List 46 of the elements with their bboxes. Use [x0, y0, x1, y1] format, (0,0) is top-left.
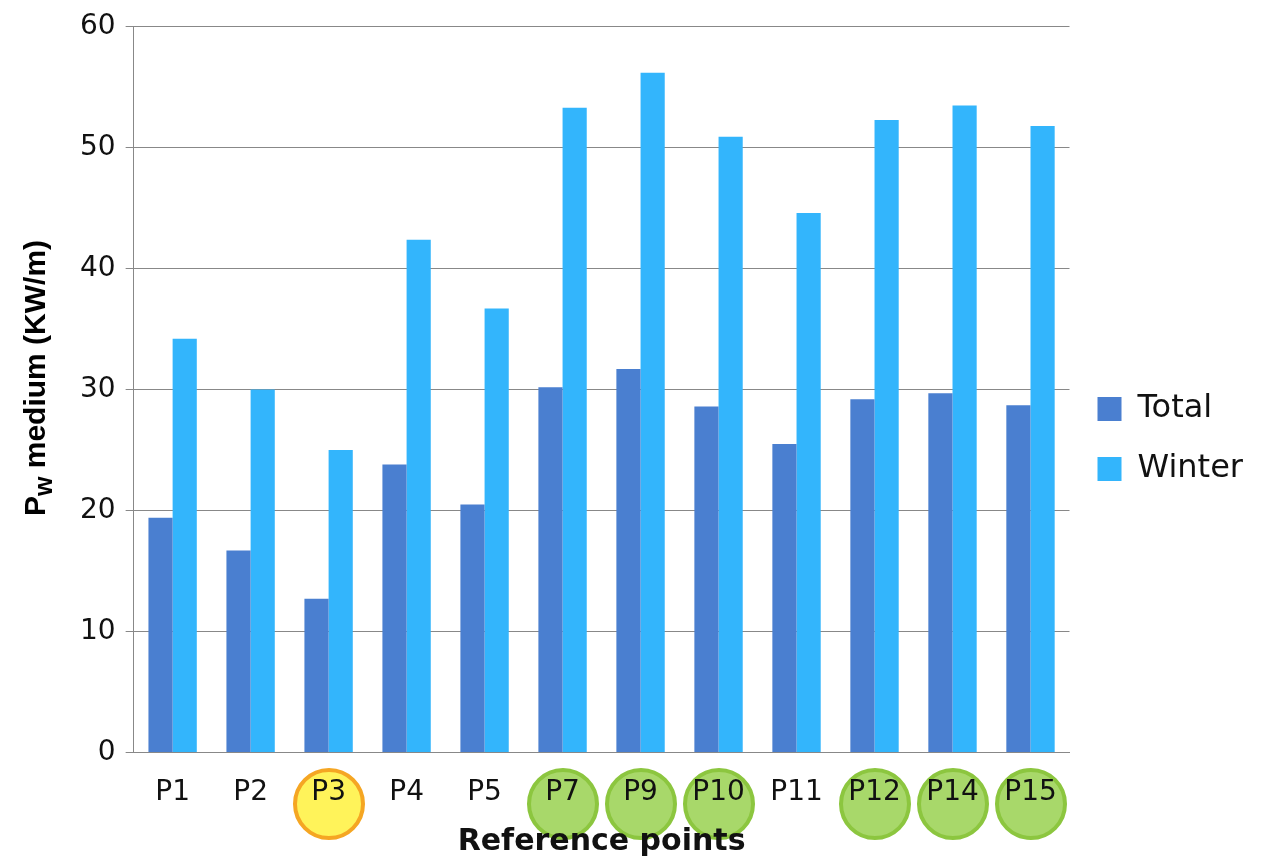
bar — [460, 504, 485, 752]
y-tick-label: 30 — [79, 370, 116, 404]
x-tick-label: P2 — [233, 774, 268, 808]
y-tick-label: 50 — [79, 129, 116, 163]
x-tick-label: P10 — [692, 774, 745, 808]
bar — [850, 399, 875, 752]
bar — [796, 213, 821, 752]
y-tick-label: 60 — [79, 8, 116, 42]
bar — [250, 389, 275, 752]
x-tick-label: P15 — [1004, 774, 1057, 808]
bar — [718, 136, 743, 752]
x-tick-label: P5 — [467, 774, 502, 808]
bar — [382, 464, 407, 752]
y-tick-label: 40 — [79, 249, 116, 283]
y-tick-label: 10 — [79, 612, 116, 646]
bar — [1006, 405, 1031, 752]
legend-label: Winter — [1137, 447, 1244, 486]
bar — [952, 105, 977, 752]
bar — [304, 598, 329, 752]
bar — [874, 119, 899, 752]
bar — [538, 387, 563, 752]
bar — [694, 406, 719, 752]
x-tick-label: P14 — [926, 774, 979, 808]
bar — [484, 308, 509, 752]
bar — [928, 393, 953, 752]
bar — [772, 444, 797, 752]
bar — [616, 369, 641, 752]
bar — [562, 107, 587, 752]
x-tick-label: P12 — [848, 774, 901, 808]
x-axis-title: Reference points — [457, 821, 746, 857]
bar — [640, 72, 665, 752]
bar — [172, 338, 197, 752]
x-tick-label: P3 — [311, 774, 346, 808]
y-tick-label: 0 — [97, 733, 116, 767]
x-tick-label: P11 — [770, 774, 823, 808]
bar — [1030, 125, 1055, 752]
bar — [226, 550, 251, 752]
x-tick-label: P4 — [389, 774, 424, 808]
bar — [148, 517, 173, 752]
bar — [328, 450, 353, 752]
x-tick-label: P9 — [623, 774, 658, 808]
x-tick-label: P1 — [155, 774, 190, 808]
bar — [406, 239, 431, 752]
x-tick-label: P7 — [545, 774, 580, 808]
legend-label: Total — [1136, 387, 1213, 426]
y-tick-label: 20 — [79, 491, 116, 525]
